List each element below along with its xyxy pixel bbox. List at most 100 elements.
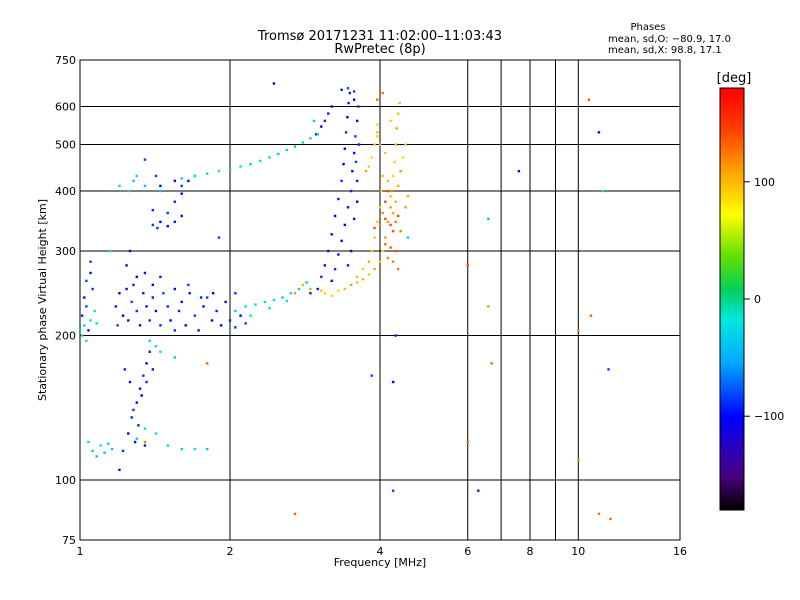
echo-point (389, 195, 392, 198)
echo-point (330, 279, 333, 283)
echo-point (285, 148, 288, 152)
echo-point (293, 145, 297, 148)
echo-point (228, 319, 232, 322)
echo-point (378, 223, 382, 227)
echo-point (151, 208, 155, 212)
echo-point (145, 305, 148, 308)
echo-point (205, 296, 209, 299)
echo-point (80, 334, 84, 337)
echo-point (323, 119, 327, 123)
y-tick-label: 100 (55, 474, 76, 487)
echo-point (373, 267, 376, 271)
echo-point (118, 468, 121, 472)
echo-point (386, 256, 390, 260)
echo-point (159, 324, 162, 327)
echo-point (352, 151, 356, 155)
echo-point (205, 362, 209, 365)
echo-point (180, 177, 183, 180)
echo-point (85, 279, 88, 283)
echo-point (406, 195, 410, 198)
echo-point (349, 283, 353, 287)
echo-point (205, 172, 209, 175)
echo-point (376, 131, 379, 134)
echo-point (143, 158, 147, 161)
x-tick-label: 16 (673, 545, 687, 558)
echo-point (148, 319, 151, 322)
colorbar (719, 87, 745, 511)
echo-point (180, 184, 183, 188)
echo-point (384, 217, 387, 221)
echo-point (399, 229, 402, 233)
echo-point (361, 267, 365, 271)
echo-point (127, 319, 130, 322)
echo-point (137, 424, 140, 427)
echo-point (180, 214, 183, 218)
echo-point (132, 283, 135, 287)
echo-point (268, 307, 271, 310)
echo-point (344, 131, 348, 134)
echo-point (357, 143, 361, 146)
echo-point (244, 305, 247, 308)
y-axis-label: Stationary phase Virtual Height [km] (36, 199, 49, 401)
echo-point (142, 292, 145, 295)
echo-point (135, 275, 138, 279)
echo-point (396, 184, 400, 188)
echo-point (337, 197, 340, 201)
echo-point (197, 329, 200, 332)
echo-point (91, 287, 94, 291)
echo-point (391, 489, 395, 492)
echo-point (346, 206, 350, 209)
echo-point (354, 160, 358, 164)
echo-point (343, 147, 347, 150)
echo-point (601, 189, 605, 193)
echo-point (116, 324, 119, 327)
echo-point (128, 380, 132, 384)
echo-point (466, 440, 469, 444)
echo-point (396, 112, 400, 115)
echo-point (272, 298, 276, 302)
echo-point (390, 189, 393, 193)
echo-point (477, 489, 480, 492)
echo-point (103, 451, 106, 454)
y-tick-labels: 75 100 200 300 400 500 600 750 (55, 54, 76, 547)
echo-point (370, 374, 373, 377)
echo-point (301, 141, 305, 144)
echo-point (234, 292, 237, 295)
echo-point (381, 174, 384, 178)
echo-point (132, 179, 135, 183)
echo-point (123, 368, 126, 371)
echo-point (228, 167, 232, 171)
echo-point (330, 233, 333, 236)
echo-point (89, 260, 92, 263)
stats-line-o: mean, sd,O: −80.9, 17.0 (608, 34, 731, 45)
echo-point (367, 273, 371, 276)
echo-point (466, 264, 469, 267)
echo-point (133, 440, 137, 444)
x-tick-label: 4 (377, 545, 384, 558)
echo-point (352, 90, 356, 93)
stats-heading: Phases (630, 22, 665, 33)
echo-point (259, 159, 262, 163)
echo-point (381, 211, 384, 215)
echo-point (396, 214, 400, 218)
echo-point (343, 223, 347, 227)
echo-point (340, 88, 343, 92)
echo-point (159, 350, 162, 353)
echo-point (376, 98, 379, 101)
x-tick-label: 8 (527, 545, 534, 558)
echo-point (135, 174, 138, 178)
echo-point (143, 184, 147, 188)
echo-point (381, 91, 384, 95)
echo-point (355, 179, 359, 183)
y-tick-label: 200 (55, 330, 76, 343)
echo-point (114, 305, 118, 308)
echo-point (320, 125, 323, 128)
echo-point (316, 287, 319, 291)
echo-point (384, 242, 387, 246)
echo-point (346, 116, 349, 119)
echo-point (154, 345, 158, 348)
echo-point (159, 220, 162, 224)
echo-point (376, 135, 379, 138)
echo-point (386, 189, 390, 193)
echo-point (389, 119, 392, 123)
